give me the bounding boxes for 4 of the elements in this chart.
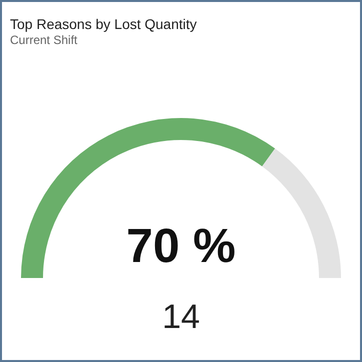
chart-title: Top Reasons by Lost Quantity [10, 16, 197, 32]
chart-subtitle: Current Shift [10, 33, 78, 47]
data-label: 70 % [126, 220, 236, 273]
text: 14 [162, 298, 200, 336]
